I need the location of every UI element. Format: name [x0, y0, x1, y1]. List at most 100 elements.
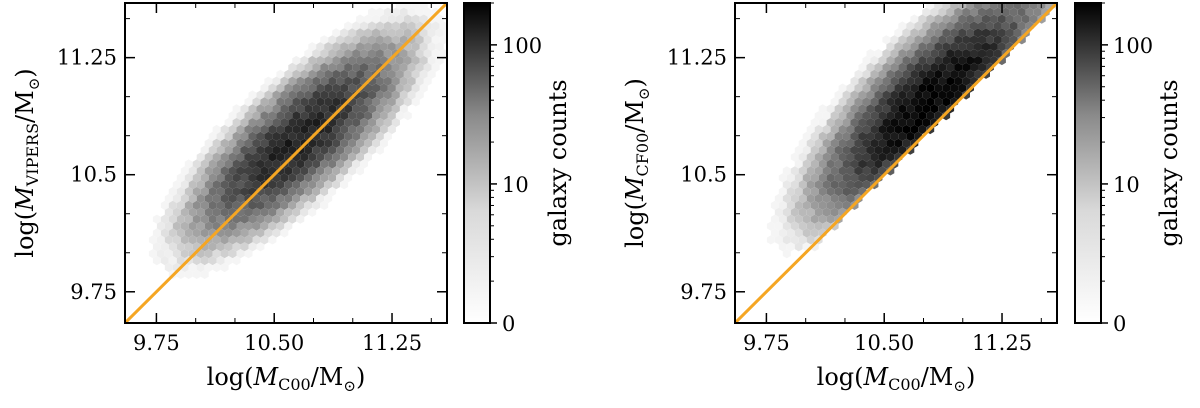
hexbin-cell [376, 131, 384, 141]
hexbin-cell [950, 55, 959, 66]
hexbin-cell [260, 152, 269, 162]
hexbin-cell [898, 131, 907, 141]
hexbin-cell [296, 159, 305, 169]
hexbin-cell [324, 180, 333, 190]
hexbin-cell [316, 42, 325, 52]
hexbin-cell [184, 159, 193, 169]
hexbin-cell [296, 76, 305, 86]
hexbin-cell [906, 35, 915, 45]
hexbin-cell [160, 228, 169, 238]
hexbin-cell [264, 200, 273, 210]
hexbin-cell [248, 173, 257, 183]
hexbin-cell [360, 49, 368, 59]
hexbin-cell [842, 173, 851, 183]
hexbin-cell [364, 69, 372, 79]
hexbin-cell [236, 111, 245, 121]
hexbin-cell [268, 111, 277, 121]
hexbin-cell [878, 69, 887, 79]
hexbin-cell [862, 138, 871, 148]
hexbin-cell [328, 76, 337, 86]
hexbin-cell [252, 152, 261, 162]
hexbin-cell [180, 235, 189, 245]
hexbin-cell [1013, 28, 1022, 38]
hexbin-cell [993, 7, 1002, 17]
hexbin-cell [260, 111, 269, 121]
hexbin-cell [411, 42, 420, 52]
hexbin-cell [320, 173, 329, 183]
hexbin-cell [276, 138, 285, 148]
hexbin-cell [316, 193, 325, 204]
hexbin-cell [838, 193, 847, 204]
hexbin-cell [192, 228, 201, 238]
hexbin-cell [344, 49, 353, 59]
hexbin-cell [172, 207, 181, 217]
hexbin-cell [160, 242, 169, 252]
hexbin-cell [164, 221, 173, 231]
hexbin-cell [858, 104, 867, 114]
hexbin-cell [208, 256, 217, 266]
hexbin-cell [220, 138, 229, 148]
hexbin-cell [208, 200, 217, 210]
hexbin-cell [990, 42, 998, 52]
hexbin-cell [782, 166, 791, 176]
hexbin-cell [184, 228, 193, 238]
hexbin-cell [300, 69, 309, 79]
hexbin-cell [360, 145, 368, 155]
hexbin-cell [798, 180, 807, 190]
hexbin-cell [316, 111, 325, 121]
hexbin-cell [858, 159, 867, 169]
hexbin-cell [942, 69, 951, 79]
hexbin-cell [978, 62, 986, 72]
hexbin-cell [300, 83, 309, 93]
hexbin-cell [882, 90, 891, 100]
hexbin-cell [822, 111, 831, 121]
hexbin-cell [918, 69, 927, 79]
hexbin-cell [850, 131, 859, 141]
hexbin-cell [802, 145, 811, 155]
plot-frame [124, 2, 448, 324]
hexbin-cell [946, 49, 955, 59]
hexbin-cell [340, 124, 349, 135]
hexbin-cell [272, 76, 281, 86]
hexbin-cell [328, 173, 337, 183]
hexbin-cell [316, 180, 325, 190]
hexbin-cell [160, 214, 169, 224]
hexbin-cell [806, 235, 815, 245]
hexbin-cell [284, 124, 293, 135]
hexbin-cell [826, 200, 835, 210]
hexbin-cell [419, 3, 428, 10]
hexbin-cell [786, 200, 795, 210]
hexbin-cell [236, 235, 245, 245]
hexbin-cell [292, 55, 301, 66]
colorbar [463, 2, 491, 324]
hexbin-cell [383, 76, 392, 86]
hexbin-cell [248, 242, 257, 252]
hexbin-cell [348, 138, 357, 148]
colorbar [1074, 2, 1102, 324]
hexbin-cell [866, 145, 875, 155]
hexbin-cell [184, 269, 193, 279]
hexbin-cell [316, 138, 325, 148]
hexbin-cell [906, 21, 915, 31]
hexbin-cell [395, 97, 404, 107]
hexbin-cell [272, 118, 281, 128]
hexbin-cell [236, 249, 245, 259]
hexbin-cell [324, 55, 333, 66]
hexbin-cell [914, 21, 923, 31]
hexbin-cell [224, 145, 233, 155]
hexbin-cell [320, 90, 329, 100]
hexbin-cell [1005, 3, 1014, 10]
hexbin-cell [332, 69, 341, 79]
hexbin-cell [296, 200, 305, 210]
hexbin-cell [866, 118, 875, 128]
hexbin-cell [164, 207, 173, 217]
hexbin-cell [268, 221, 277, 231]
hexbin-cell [878, 97, 887, 107]
hexbin-cell [216, 173, 225, 183]
hexbin-cell [320, 131, 329, 141]
hexbin-cell [304, 76, 313, 86]
hexbin-cell [332, 152, 341, 162]
hexbin-cell [260, 166, 269, 176]
hexbin-cell [336, 118, 345, 128]
hexbin-cell [866, 90, 875, 100]
